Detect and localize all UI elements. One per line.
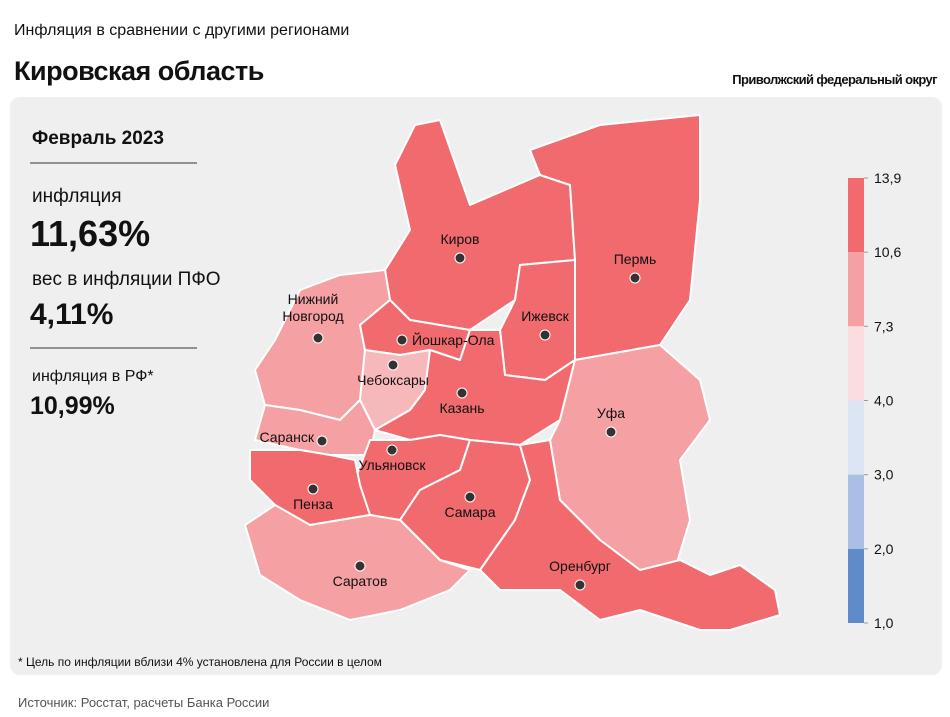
legend-tick-label: 4,0: [874, 393, 894, 409]
city-label: Саранск: [260, 429, 315, 445]
title: Кировская область: [14, 56, 264, 86]
district: Приволжский федеральный округ: [732, 72, 938, 87]
city-dot: [386, 444, 398, 456]
legend-bin: [848, 252, 864, 327]
city-label: Оренбург: [549, 558, 611, 574]
legend-bin: [848, 548, 864, 623]
region: [479, 439, 781, 631]
subtitle: Инфляция в сравнении с другими регионами: [14, 22, 349, 39]
city-label: Пенза: [293, 496, 333, 512]
value: 4,11%: [30, 298, 113, 331]
city-label: Йошкар-Ола: [412, 331, 495, 348]
region: [374, 329, 576, 446]
city-dot: [354, 560, 366, 572]
legend-bin: [848, 178, 864, 253]
city-dot: [574, 579, 586, 591]
source: Источник: Росстат, расчеты Банка России: [18, 695, 269, 710]
city-dot: [605, 426, 617, 438]
city-label: Нижний Новгород: [282, 291, 343, 324]
label: инфляция в РФ*: [32, 368, 154, 385]
label: вес в инфляции ПФО: [32, 269, 221, 290]
city-dot: [456, 387, 468, 399]
city-label: Ульяновск: [359, 457, 427, 473]
city-dot: [307, 483, 319, 495]
label: инфляция: [32, 186, 121, 207]
city-dot: [454, 252, 466, 264]
city-dot: [539, 329, 551, 341]
legend-tick-label: 2,0: [874, 541, 894, 557]
legend-tick-label: 10,6: [874, 244, 901, 260]
city-dot: [316, 435, 328, 447]
city-label: Самара: [444, 504, 495, 520]
city-label: Пермь: [614, 251, 657, 267]
value: 10,99%: [30, 392, 115, 420]
period: Февраль 2023: [32, 128, 164, 149]
city-label: Казань: [439, 400, 484, 416]
legend-bin: [848, 400, 864, 475]
legend-tick-label: 3,0: [874, 467, 894, 483]
city-label: Чебоксары: [357, 372, 429, 388]
city-dot: [387, 359, 399, 371]
city-label: Киров: [441, 231, 480, 247]
city-label: Уфа: [597, 405, 625, 421]
legend-tick-label: 1,0: [874, 615, 894, 631]
city-label: Саратов: [333, 573, 388, 589]
city-label: Ижевск: [521, 308, 569, 324]
city-dot: [396, 334, 408, 346]
city-dot: [629, 272, 641, 284]
value: 11,63%: [30, 213, 150, 254]
legend-tick-label: 13,9: [874, 170, 901, 186]
legend-bin: [848, 326, 864, 401]
map: [244, 114, 781, 631]
footnote: * Цель по инфляции вблизи 4% установлена…: [18, 655, 382, 669]
legend-tick-label: 7,3: [874, 318, 894, 334]
city-dot: [464, 491, 476, 503]
legend-bin: [848, 474, 864, 549]
city-dot: [312, 332, 324, 344]
